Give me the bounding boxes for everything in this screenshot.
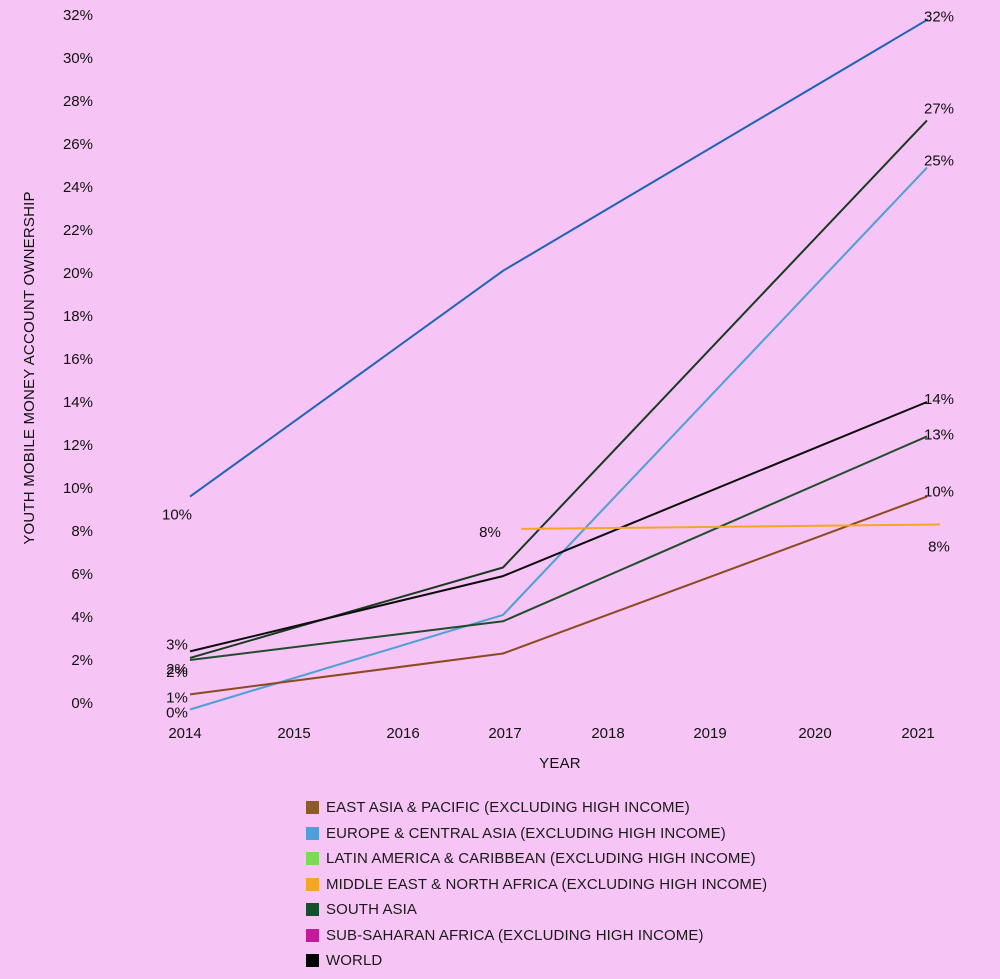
legend-label: LATIN AMERICA & CARIBBEAN (EXCLUDING HIG… [326, 850, 756, 868]
y-tick-label: 0% [71, 695, 93, 712]
x-tick-label: 2020 [798, 725, 831, 742]
series-line [520, 523, 941, 530]
legend-label: SOUTH ASIA [326, 901, 418, 919]
data-label: 32% [924, 8, 954, 25]
y-axis-title: YOUTH MOBILE MONEY ACCOUNT OWNERSHIP [21, 191, 38, 544]
series-line [189, 495, 928, 696]
legend: EAST ASIA & PACIFIC (EXCLUDING HIGH INCO… [306, 795, 767, 974]
x-tick-label: 2018 [591, 725, 624, 742]
y-axis-ticks: 0% 2% 4% 6% 8% 10% 12% 14% 16% 18% 20% 22% 24% 26% 28%… [63, 7, 93, 712]
data-label: 3% [166, 636, 188, 653]
data-label: 8% [479, 524, 501, 541]
data-label: 2% [166, 664, 188, 681]
y-tick-label: 6% [71, 566, 93, 583]
y-tick-label: 30% [63, 50, 93, 67]
series-line [189, 18, 929, 498]
legend-label: EUROPE & CENTRAL ASIA (EXCLUDING HIGH IN… [326, 824, 726, 842]
data-label: 10% [924, 484, 954, 501]
y-tick-label: 24% [63, 179, 93, 196]
legend-item: MIDDLE EAST & NORTH AFRICA (EXCLUDING HI… [306, 872, 767, 898]
data-label: 10% [162, 507, 192, 524]
x-tick-label: 2017 [488, 725, 521, 742]
legend-label: EAST ASIA & PACIFIC (EXCLUDING HIGH INCO… [326, 799, 690, 817]
data-label: 2% [166, 661, 188, 678]
x-tick-label: 2021 [901, 725, 934, 742]
x-axis-ticks: 2014 2015 2016 2017 2018 2019 2020 2021 [168, 725, 934, 742]
legend-label: SUB-SAHARAN AFRICA (EXCLUDING HIGH INCOM… [326, 926, 704, 944]
y-tick-label: 4% [71, 609, 93, 626]
y-tick-label: 22% [63, 222, 93, 239]
y-tick-label: 20% [63, 265, 93, 282]
x-tick-label: 2014 [168, 725, 201, 742]
data-labels: 1%10%0%25%10%32%8%8%2%13%2%27%3%14% [162, 8, 954, 721]
legend-item: SOUTH ASIA [306, 897, 767, 923]
x-tick-label: 2016 [386, 725, 419, 742]
series-lines [189, 18, 941, 711]
data-label: 27% [924, 100, 954, 117]
x-tick-label: 2015 [277, 725, 310, 742]
legend-label: WORLD [326, 952, 383, 970]
y-tick-label: 2% [71, 652, 93, 669]
y-tick-label: 12% [63, 437, 93, 454]
x-tick-label: 2019 [693, 725, 726, 742]
y-tick-label: 32% [63, 7, 93, 24]
y-tick-label: 28% [63, 93, 93, 110]
data-label: 0% [166, 704, 188, 721]
legend-swatch [306, 903, 319, 917]
legend-item: EUROPE & CENTRAL ASIA (EXCLUDING HIGH IN… [306, 821, 767, 847]
legend-swatch [306, 954, 319, 968]
legend-swatch [306, 826, 319, 840]
y-tick-label: 10% [63, 480, 93, 497]
line-chart: 0% 2% 4% 6% 8% 10% 12% 14% 16% 18% 20% 22% 24% 26% 28%… [21, 7, 954, 772]
data-label: 1% [166, 689, 188, 706]
legend-item: EAST ASIA & PACIFIC (EXCLUDING HIGH INCO… [306, 795, 767, 821]
series-line [189, 401, 928, 653]
y-tick-label: 16% [63, 351, 93, 368]
legend-swatch [306, 928, 319, 942]
legend-swatch [306, 877, 319, 891]
legend-swatch [306, 852, 319, 866]
series-line [189, 119, 928, 659]
legend-item: WORLD [306, 948, 767, 974]
legend-item: SUB-SAHARAN AFRICA (EXCLUDING HIGH INCOM… [306, 923, 767, 949]
legend-swatch [306, 801, 319, 815]
data-label: 14% [924, 391, 954, 408]
y-tick-label: 18% [63, 308, 93, 325]
y-tick-label: 14% [63, 394, 93, 411]
data-label: 8% [928, 539, 950, 556]
data-label: 25% [924, 153, 954, 170]
legend-label: MIDDLE EAST & NORTH AFRICA (EXCLUDING HI… [326, 875, 768, 893]
data-label: 13% [924, 426, 954, 443]
y-tick-label: 26% [63, 136, 93, 153]
x-axis-title: YEAR [539, 755, 581, 772]
series-line [189, 166, 928, 711]
legend-item: LATIN AMERICA & CARIBBEAN (EXCLUDING HIG… [306, 846, 767, 872]
series-line [189, 435, 928, 661]
y-tick-label: 8% [71, 523, 93, 540]
